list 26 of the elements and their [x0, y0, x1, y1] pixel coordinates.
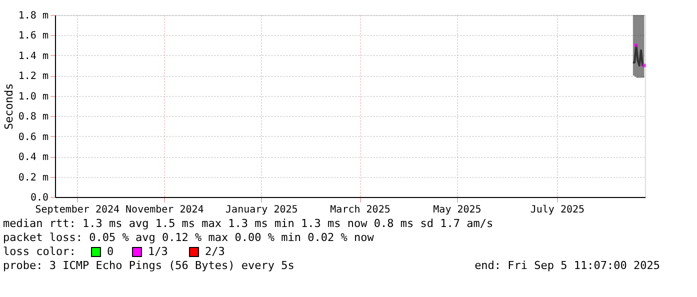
legend-title: loss color: [3, 245, 76, 258]
legend-label: 0 [107, 245, 114, 258]
text: probe: 3 ICMP Echo Pings (56 Bytes) every 5s [3, 259, 294, 272]
text: packet loss: 0.05 % avg 0.12 % max 0.00 % min 0.02 % now [3, 231, 374, 244]
y-tick-label: 0.4 m [18, 152, 48, 164]
y-tick-label: 1.6 m [18, 30, 48, 42]
y-tick-label: 1.0 m [18, 91, 48, 102]
y-tick-label: 1.2 m [18, 71, 48, 82]
y-tick-label: 1.8 m [18, 10, 48, 22]
y-tick-label: 1.4 m [18, 50, 48, 62]
y-tick-label: 0.0 [30, 192, 48, 204]
x-tick-label: May 2025 [433, 204, 482, 216]
y-tick-label: 0.2 m [18, 172, 48, 184]
y-tick-label: 0.6 m [18, 132, 48, 143]
line-series [632, 44, 646, 67]
x-tick-label: March 2025 [330, 204, 390, 216]
x-tick-label: November 2024 [126, 204, 204, 216]
legend-label: 2/3 [205, 245, 225, 258]
x-tick-label: July 2025 [530, 204, 585, 216]
y-tick-label: 0.8 m [18, 112, 48, 123]
x-tick-label: September 2024 [35, 204, 120, 216]
legend-label: 1/3 [148, 245, 168, 258]
x-tick-label: January 2025 [226, 204, 298, 216]
text: median rtt: 1.3 ms avg 1.5 ms max 1.3 ms min 1.3 ms now 0.8 ms sd 1.7 am/s [3, 217, 494, 230]
text: end: Fri Sep 5 11:07:00 2025 [474, 259, 660, 272]
y-axis-title: Seconds [2, 83, 16, 130]
